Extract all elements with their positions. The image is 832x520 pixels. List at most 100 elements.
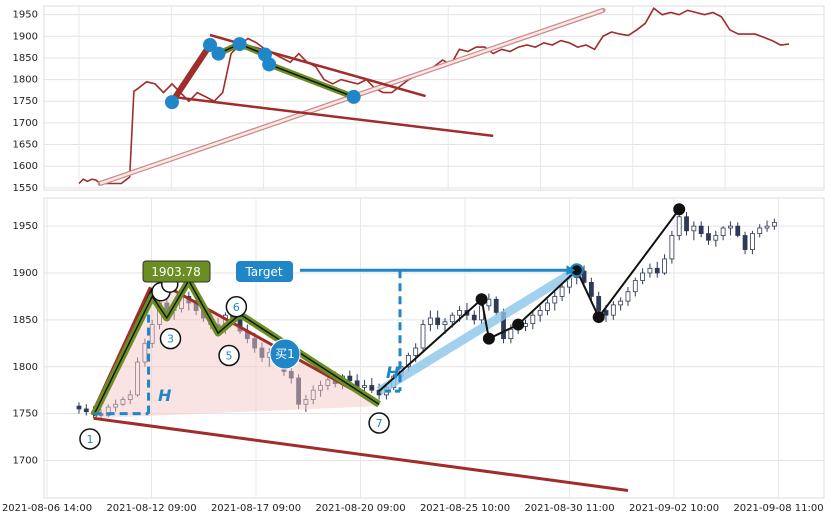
h-left-text: H bbox=[158, 386, 172, 405]
overview-pivot-dot bbox=[203, 37, 218, 52]
candle-body bbox=[720, 227, 726, 236]
main-x-tick-label: 2021-09-08 11:00 bbox=[733, 503, 823, 514]
candle-body bbox=[362, 385, 367, 388]
pivot-number-label: 1 bbox=[86, 433, 93, 446]
candle-body bbox=[588, 281, 594, 297]
overview-panel: 1550 1600 1650 1700 1750 1800 1850 1900 1950 bbox=[13, 5, 825, 194]
target-box: Target bbox=[236, 261, 293, 282]
candle-body bbox=[405, 355, 411, 368]
red-channel-lower bbox=[93, 416, 629, 492]
candle-body bbox=[742, 235, 748, 250]
candle-body bbox=[625, 291, 631, 302]
candle-body bbox=[654, 267, 660, 274]
main-x-tick-label: 2021-08-06 14:00 bbox=[2, 503, 92, 514]
candle-body bbox=[706, 233, 711, 241]
candle-body bbox=[435, 317, 441, 325]
pivot-number-circle bbox=[368, 412, 390, 434]
black-zigzag-dot bbox=[475, 293, 488, 306]
black-zigzag-dot bbox=[592, 311, 605, 324]
overview-pivot-dot bbox=[232, 37, 247, 52]
overview-channel-line bbox=[171, 95, 494, 138]
candle-body bbox=[698, 225, 704, 235]
overview-y-tick-label: 1550 bbox=[13, 183, 38, 194]
main-x-tick-label: 2021-08-17 09:00 bbox=[211, 503, 301, 514]
candle-body bbox=[684, 216, 689, 232]
candle-body bbox=[669, 235, 675, 260]
main-x-tick-label: 2021-08-25 10:00 bbox=[420, 503, 510, 514]
candle-body bbox=[493, 298, 499, 313]
overview-red-leg bbox=[169, 43, 213, 104]
main-y-tick-label: 1700 bbox=[13, 456, 38, 467]
main-y-tick-label: 1800 bbox=[13, 362, 38, 373]
candle-body bbox=[632, 280, 638, 293]
pivot-number-label: 3 bbox=[167, 333, 174, 346]
candle-body bbox=[442, 321, 448, 325]
overview-pivot-dot bbox=[262, 57, 277, 72]
candle-body bbox=[486, 298, 492, 307]
candle-body bbox=[508, 328, 514, 340]
main-x-tick-label: 2021-09-02 10:00 bbox=[629, 503, 719, 514]
overview-y-tick-label: 1600 bbox=[13, 161, 38, 172]
price-box-label: 1903.78 bbox=[151, 265, 201, 279]
h-right-label: H bbox=[386, 363, 400, 382]
overview-y-tick-label: 1900 bbox=[13, 31, 38, 42]
target-label: Target bbox=[244, 265, 282, 279]
black-zigzag-dot bbox=[512, 318, 525, 331]
overview-y-tick-label: 1800 bbox=[13, 75, 38, 86]
candle-body bbox=[603, 310, 609, 316]
candle-body bbox=[640, 272, 646, 281]
candle-body bbox=[713, 235, 719, 241]
main-y-tick-label: 1750 bbox=[13, 409, 38, 420]
h-right-text: H bbox=[386, 363, 400, 382]
main-x-tick-label: 2021-08-30 11:00 bbox=[524, 503, 614, 514]
price-box: 1903.78 bbox=[142, 260, 211, 283]
candle-body bbox=[76, 405, 82, 410]
candle-body bbox=[559, 286, 565, 297]
candle-body bbox=[427, 317, 433, 325]
pivot-number-circle bbox=[218, 344, 240, 367]
overview-y-tick-label: 1850 bbox=[13, 53, 38, 64]
main-x-ticks: 2021-08-06 14:00 2021-08-12 09:00 2021-08-… bbox=[2, 503, 824, 514]
black-zigzag-dot bbox=[673, 203, 686, 216]
pivot-number-circle bbox=[225, 296, 248, 318]
main-panel: 1700 1750 1800 1850 1900 1950 2021-08-06 14:0… bbox=[2, 197, 825, 514]
overview-y-tick-label: 1950 bbox=[13, 10, 38, 21]
candle-body bbox=[750, 233, 755, 250]
target-arrowhead bbox=[566, 265, 576, 276]
candle-body bbox=[347, 375, 353, 382]
overview-y-tick-label: 1650 bbox=[13, 140, 38, 151]
overview-y-ticks: 1550 1600 1650 1700 1750 1800 1850 1900 1950 bbox=[13, 10, 38, 194]
candle-body bbox=[471, 314, 477, 321]
main-x-tick-label: 2021-08-20 09:00 bbox=[315, 503, 405, 514]
overview-y-tick-label: 1750 bbox=[13, 96, 38, 107]
main-y-tick-label: 1900 bbox=[13, 268, 38, 279]
candle-body bbox=[83, 408, 89, 413]
candle-body bbox=[735, 225, 741, 236]
overview-pivot-dot bbox=[346, 89, 361, 104]
main-x-tick-label: 2021-08-12 09:00 bbox=[106, 503, 196, 514]
candle-body bbox=[413, 347, 419, 356]
overview-pivot-dot bbox=[211, 46, 226, 61]
candle-body bbox=[771, 221, 777, 227]
candle-body bbox=[757, 227, 763, 235]
pivot-number-circle bbox=[79, 428, 101, 450]
h-left-label: H bbox=[158, 386, 172, 405]
candle-body bbox=[647, 267, 653, 274]
candle-body bbox=[449, 314, 455, 323]
pivot-number-circle bbox=[159, 327, 182, 350]
candle-body bbox=[764, 225, 770, 229]
pivot-number-label: 5 bbox=[226, 350, 233, 363]
main-y-tick-label: 1850 bbox=[13, 315, 38, 326]
candle-body bbox=[691, 225, 697, 232]
blue-trend-shade bbox=[376, 266, 580, 395]
overview-grid bbox=[44, 6, 824, 190]
candle-body bbox=[581, 270, 587, 283]
candle-body bbox=[662, 258, 667, 274]
candle-body bbox=[545, 302, 550, 311]
candle-body bbox=[728, 225, 733, 229]
overview-pivot-dot bbox=[164, 95, 179, 110]
candle-body bbox=[676, 216, 682, 236]
candle-body bbox=[420, 324, 426, 349]
overview-lines bbox=[78, 7, 790, 187]
